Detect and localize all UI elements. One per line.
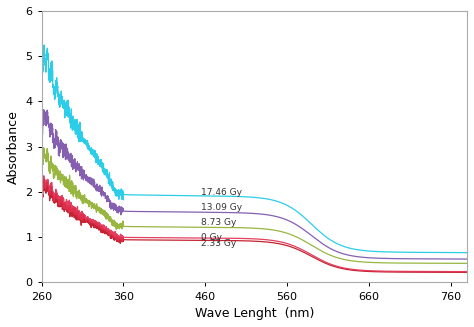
- X-axis label: Wave Lenght  (nm): Wave Lenght (nm): [195, 307, 314, 320]
- Text: 0 Gy: 0 Gy: [201, 233, 222, 242]
- Text: 13.09 Gy: 13.09 Gy: [201, 203, 242, 212]
- Y-axis label: Absorbance: Absorbance: [7, 110, 20, 184]
- Text: 8.73 Gy: 8.73 Gy: [201, 218, 237, 227]
- Text: 17.46 Gy: 17.46 Gy: [201, 188, 242, 198]
- Text: 2.33 Gy: 2.33 Gy: [201, 239, 237, 248]
